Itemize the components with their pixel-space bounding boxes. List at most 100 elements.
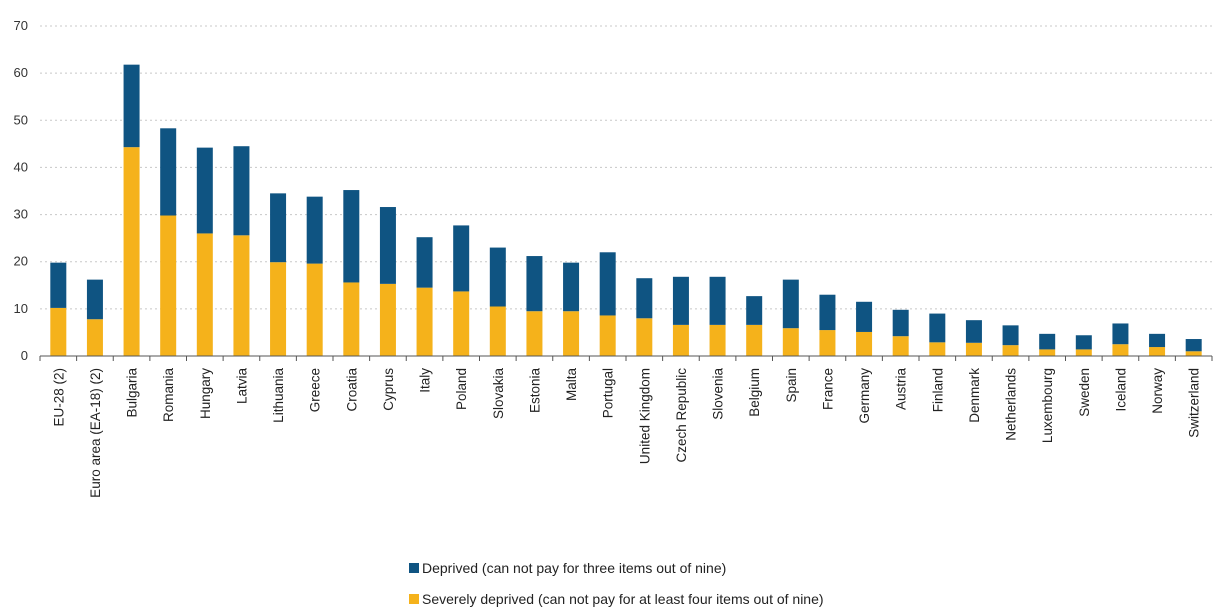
bar-segment-severely-deprived (270, 262, 287, 356)
bar-segment-deprived (636, 278, 653, 319)
bar-segment-severely-deprived (306, 263, 323, 356)
legend: Deprived (can not pay for three items ou… (409, 560, 824, 607)
bar-segment-severely-deprived (892, 336, 909, 356)
bar-segment-deprived (1149, 333, 1166, 348)
bar-segment-deprived (892, 309, 909, 337)
bar-segment-severely-deprived (965, 342, 982, 356)
bar-segment-deprived (1075, 335, 1092, 350)
category-label: Malta (564, 368, 579, 402)
bar-segment-deprived (343, 190, 360, 283)
y-tick-label: 60 (14, 65, 28, 80)
category-label: Czech Republic (674, 368, 689, 463)
bar-segment-deprived (1002, 325, 1019, 346)
bar-segment-severely-deprived (123, 147, 140, 356)
category-label: France (820, 368, 835, 410)
bar-segment-deprived (86, 279, 103, 320)
category-label: Denmark (967, 368, 982, 423)
bar-segment-deprived (965, 320, 982, 343)
y-tick-label: 50 (14, 112, 28, 127)
category-label: Switzerland (1187, 368, 1202, 438)
bars (50, 64, 1202, 356)
bar-segment-severely-deprived (563, 311, 580, 356)
bar-segment-deprived (929, 313, 946, 343)
legend-swatch (409, 594, 419, 604)
bar-segment-deprived (196, 147, 213, 234)
category-label: Slovakia (491, 368, 506, 420)
bar-segment-severely-deprived (196, 233, 213, 356)
legend-item-severely-deprived: Severely deprived (can not pay for at le… (409, 591, 824, 607)
bar-segment-severely-deprived (856, 331, 873, 356)
category-label: Slovenia (711, 368, 726, 420)
category-label: Austria (894, 368, 909, 411)
legend-label: Severely deprived (can not pay for at le… (422, 591, 824, 607)
bar-segment-severely-deprived (379, 283, 396, 356)
y-tick-label: 40 (14, 159, 28, 174)
bar-segment-deprived (856, 301, 873, 332)
category-label: Croatia (344, 368, 359, 412)
bar-segment-severely-deprived (1112, 344, 1129, 356)
bar-segment-deprived (709, 276, 726, 325)
bar-segment-deprived (746, 296, 763, 325)
category-label: Estonia (527, 368, 542, 414)
y-axis-tick-labels: 0 10 20 30 40 50 60 70 (14, 18, 28, 363)
bar-segment-severely-deprived (160, 215, 177, 356)
bar-segment-deprived (819, 294, 836, 331)
bar-segment-severely-deprived (453, 291, 470, 356)
category-label: Germany (857, 368, 872, 424)
legend-item-deprived: Deprived (can not pay for three items ou… (409, 560, 726, 576)
category-label: Netherlands (1004, 368, 1019, 441)
y-tick-label: 20 (14, 254, 28, 269)
legend-swatch (409, 563, 419, 573)
category-label: Greece (308, 368, 323, 412)
category-label: Bulgaria (125, 368, 140, 418)
bar-segment-deprived (1039, 333, 1056, 350)
y-tick-label: 70 (14, 18, 28, 33)
bar-segment-deprived (50, 262, 67, 308)
category-label: Hungary (198, 368, 213, 419)
bar-segment-severely-deprived (1185, 351, 1202, 356)
category-label: Romania (161, 368, 176, 423)
category-label: Spain (784, 368, 799, 403)
y-tick-label: 30 (14, 207, 28, 222)
category-label: Belgium (747, 368, 762, 417)
category-label: Finland (930, 368, 945, 412)
bar-segment-severely-deprived (50, 307, 67, 356)
bar-segment-deprived (1112, 323, 1129, 345)
bar-segment-severely-deprived (929, 342, 946, 356)
bar-segment-deprived (526, 256, 543, 312)
bar-segment-severely-deprived (1002, 345, 1019, 356)
bar-segment-severely-deprived (1075, 349, 1092, 356)
bar-segment-deprived (306, 196, 323, 264)
bar-segment-severely-deprived (489, 306, 506, 356)
bar-segment-deprived (270, 193, 287, 263)
category-label: Portugal (601, 368, 616, 418)
y-tick-label: 0 (21, 348, 28, 363)
x-axis (39, 355, 1213, 361)
y-tick-label: 10 (14, 301, 28, 316)
bar-segment-severely-deprived (526, 311, 543, 356)
category-label: Lithuania (271, 368, 286, 423)
bar-segment-severely-deprived (672, 324, 689, 356)
bar-segment-deprived (160, 128, 177, 216)
bar-segment-severely-deprived (782, 328, 799, 356)
category-label: Norway (1150, 368, 1165, 414)
bar-segment-severely-deprived (599, 315, 616, 356)
bar-segment-severely-deprived (1039, 349, 1056, 356)
bar-segment-deprived (1185, 339, 1202, 352)
bar-segment-deprived (563, 262, 580, 312)
bar-segment-severely-deprived (819, 330, 836, 356)
category-label: Cyprus (381, 368, 396, 411)
grid-lines (40, 25, 1212, 310)
bar-segment-deprived (599, 252, 616, 316)
category-label: Latvia (234, 368, 249, 405)
legend-label: Deprived (can not pay for three items ou… (422, 560, 726, 576)
category-label: Iceland (1113, 368, 1128, 412)
category-labels: EU-28 (2) Euro area (EA-18) (2) Bulgaria Ro… (51, 368, 1201, 498)
category-label: Sweden (1077, 368, 1092, 417)
bar-segment-severely-deprived (1149, 347, 1166, 356)
bar-segment-deprived (782, 279, 799, 329)
bar-segment-deprived (453, 225, 470, 292)
category-label: EU-28 (2) (51, 368, 66, 427)
